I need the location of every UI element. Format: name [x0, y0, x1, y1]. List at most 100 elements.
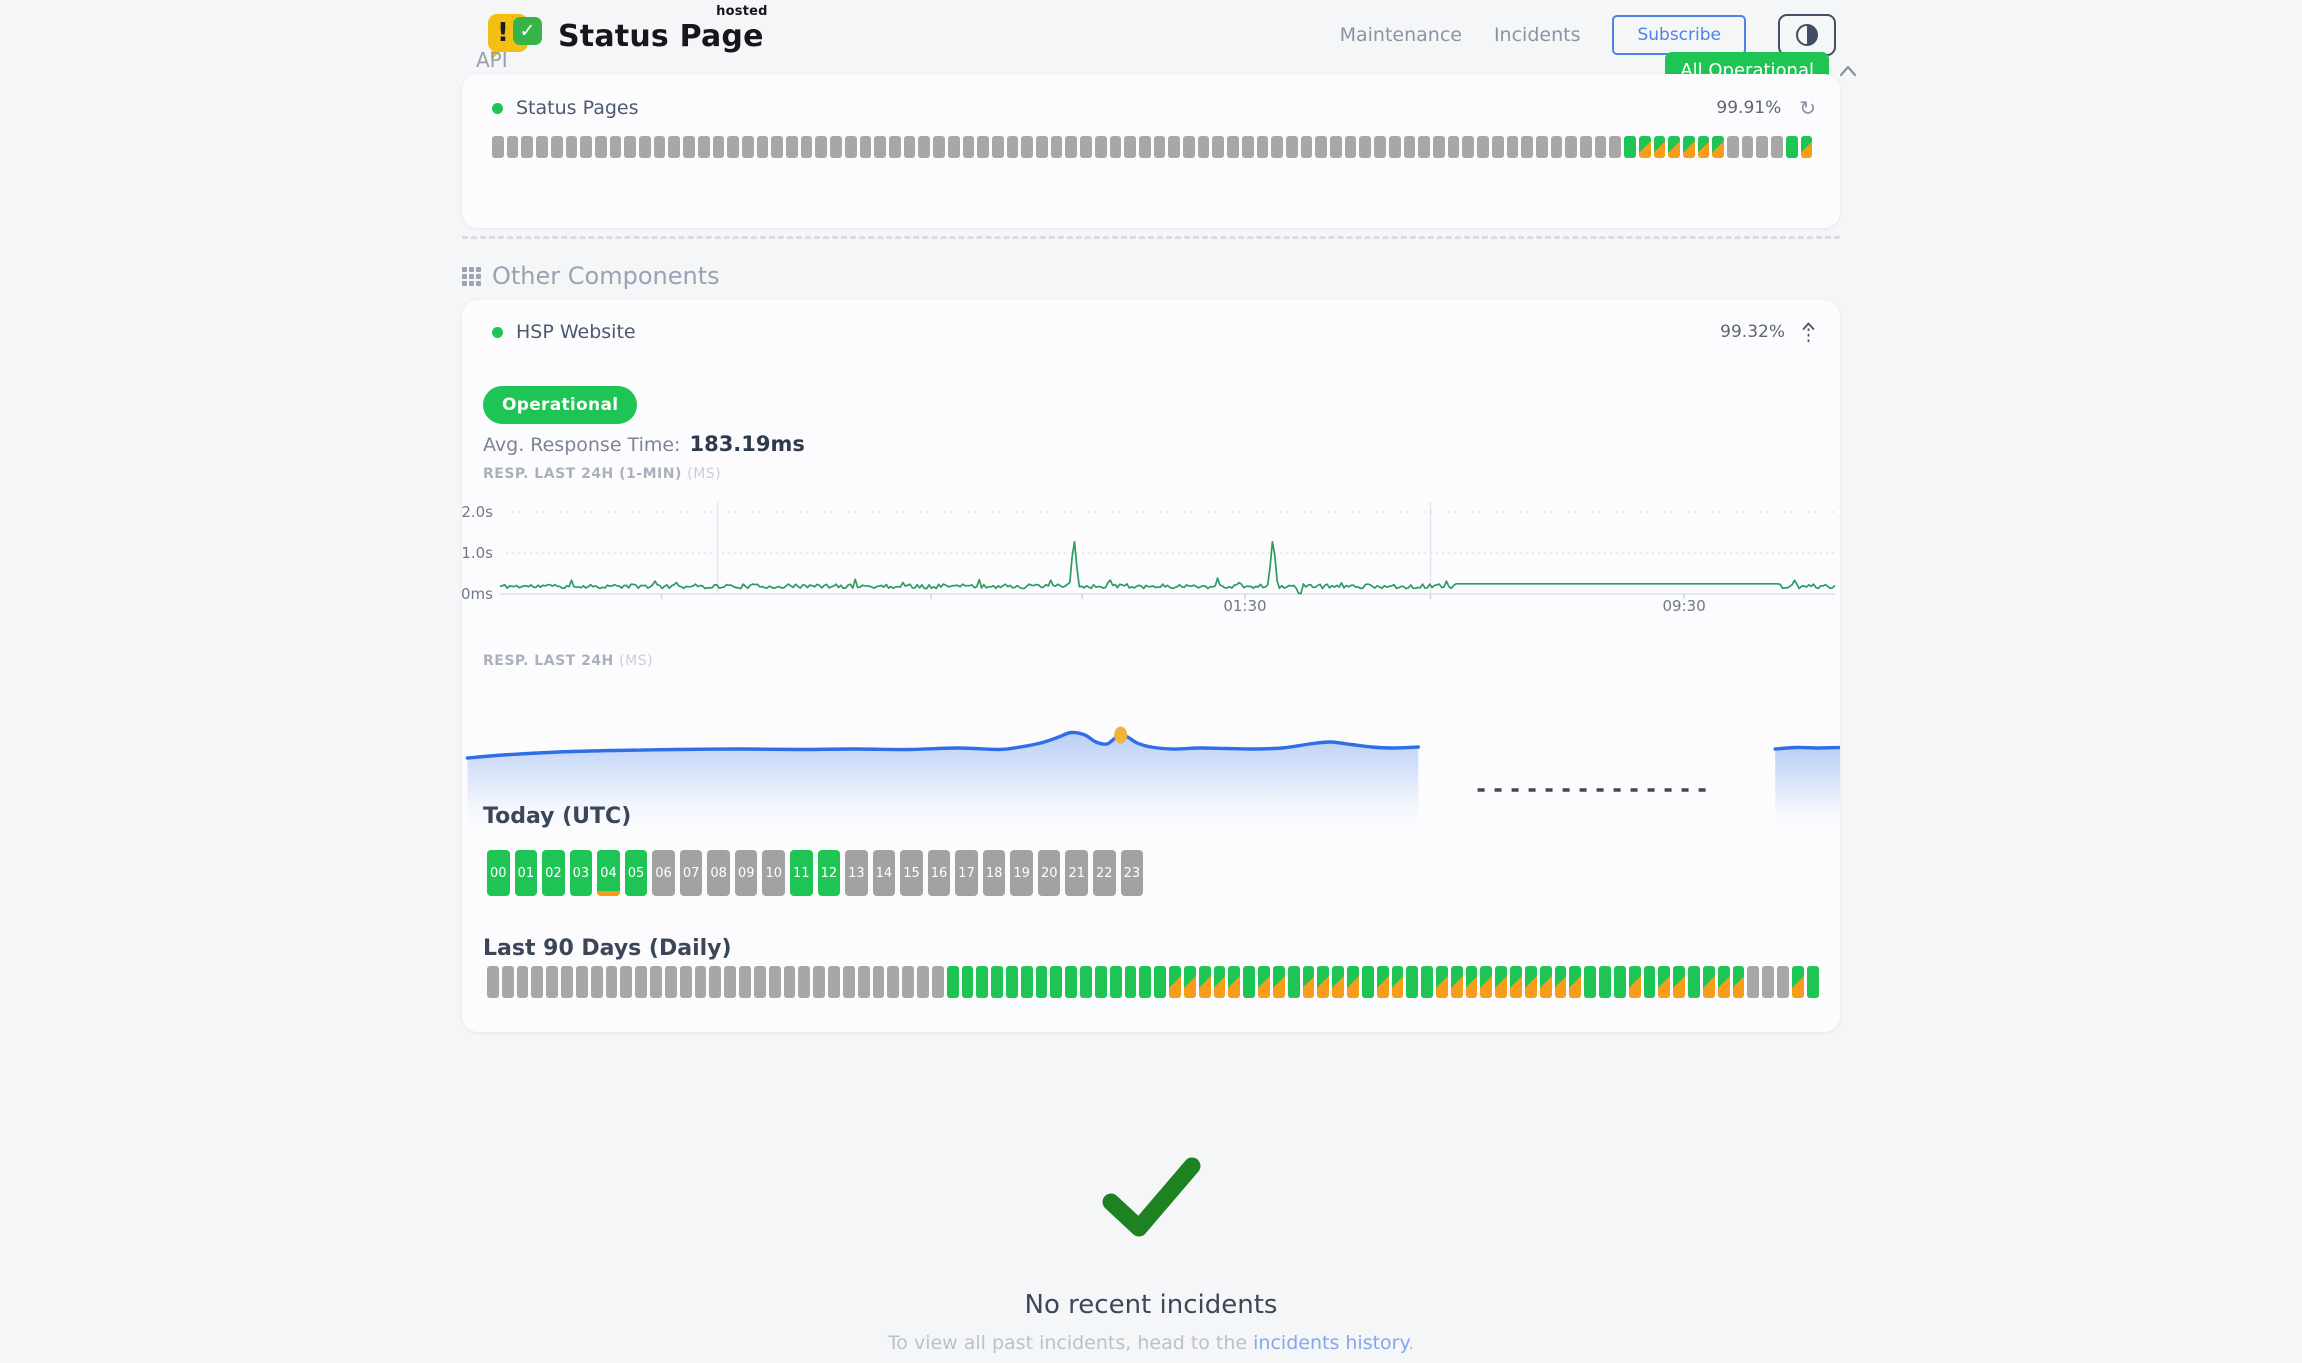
hour-block-20[interactable]: 20 [1037, 850, 1061, 896]
uptime-bar[interactable] [1359, 136, 1372, 158]
uptime-bar[interactable] [712, 136, 725, 158]
uptime-bar[interactable] [1756, 136, 1769, 158]
uptime-bar[interactable] [1535, 136, 1548, 158]
uptime-bar[interactable] [1374, 136, 1386, 158]
daily-uptime-bar[interactable] [1272, 966, 1285, 998]
uptime-bar[interactable] [1565, 136, 1578, 158]
uptime-bar[interactable] [1609, 136, 1622, 158]
response-line-chart[interactable]: 2.0s 1.0s 0ms 01:30 09:30 [461, 488, 1840, 615]
uptime-bar[interactable] [1624, 136, 1636, 158]
daily-uptime-bar[interactable] [1124, 966, 1137, 998]
daily-uptime-bar[interactable] [1139, 966, 1152, 998]
hour-block-10[interactable]: 10 [762, 850, 786, 896]
uptime-bar[interactable] [492, 136, 504, 158]
uptime-bar[interactable] [1697, 136, 1710, 158]
daily-uptime-bar[interactable] [1762, 966, 1775, 998]
uptime-bar[interactable] [1727, 136, 1739, 158]
daily-uptime-bar[interactable] [753, 966, 766, 998]
daily-uptime-bar[interactable] [1495, 966, 1508, 998]
refresh-icon[interactable]: ↻ [1799, 96, 1816, 120]
daily-uptime-bar[interactable] [917, 966, 929, 998]
uptime-bar[interactable] [1491, 136, 1504, 158]
daily-uptime-bar[interactable] [1673, 966, 1686, 998]
daily-uptime-bar[interactable] [1539, 966, 1552, 998]
daily-uptime-bar[interactable] [590, 966, 603, 998]
daily-uptime-bar[interactable] [1702, 966, 1715, 998]
daily-uptime-bar[interactable] [1791, 966, 1804, 998]
daily-uptime-bar[interactable] [961, 966, 974, 998]
hour-block-17[interactable]: 17 [955, 850, 978, 896]
daily-uptime-bar[interactable] [1228, 966, 1241, 998]
response-area-chart[interactable] [462, 685, 1840, 830]
hour-block-16[interactable]: 16 [927, 850, 951, 896]
uptime-bar[interactable] [639, 136, 651, 158]
uptime-bar[interactable] [1330, 136, 1342, 158]
incidents-history-link[interactable]: incidents history [1253, 1332, 1409, 1354]
uptime-bar[interactable] [1050, 136, 1063, 158]
hour-block-02[interactable]: 02 [542, 850, 565, 896]
uptime-bar[interactable] [683, 136, 695, 158]
uptime-bar[interactable] [918, 136, 931, 158]
daily-uptime-bar[interactable] [872, 966, 885, 998]
uptime-bar[interactable] [1403, 136, 1416, 158]
uptime-bar[interactable] [1521, 136, 1533, 158]
daily-uptime-bar[interactable] [1732, 966, 1745, 998]
subscribe-button[interactable]: Subscribe [1612, 15, 1746, 55]
uptime-bar[interactable] [1197, 136, 1210, 158]
daily-uptime-bar[interactable] [650, 966, 662, 998]
uptime-bar[interactable] [1668, 136, 1680, 158]
daily-uptime-bar[interactable] [1777, 966, 1789, 998]
uptime-bar[interactable] [1682, 136, 1695, 158]
uptime-bar[interactable] [830, 136, 842, 158]
daily-uptime-bar[interactable] [1747, 966, 1760, 998]
uptime-bar[interactable] [580, 136, 592, 158]
hour-block-21[interactable]: 21 [1065, 850, 1089, 896]
uptime-bar[interactable] [1638, 136, 1651, 158]
daily-uptime-bar[interactable] [768, 966, 781, 998]
daily-uptime-bar[interactable] [1080, 966, 1092, 998]
hour-block-14[interactable]: 14 [872, 850, 896, 896]
daily-uptime-bar[interactable] [1613, 966, 1626, 998]
daily-uptime-bar[interactable] [1628, 966, 1641, 998]
daily-uptime-bar[interactable] [946, 966, 959, 998]
uptime-bar[interactable] [521, 136, 534, 158]
hour-block-22[interactable]: 22 [1093, 850, 1116, 896]
uptime-bar[interactable] [1550, 136, 1563, 158]
uptime-bar[interactable] [1594, 136, 1607, 158]
uptime-bar[interactable] [815, 136, 828, 158]
daily-uptime-bar[interactable] [546, 966, 559, 998]
uptime-bar[interactable] [1712, 136, 1725, 158]
hour-block-05[interactable]: 05 [624, 850, 648, 896]
uptime-bar[interactable] [741, 136, 754, 158]
hour-block-07[interactable]: 07 [679, 850, 703, 896]
daily-uptime-bar[interactable] [1524, 966, 1537, 998]
uptime-bar[interactable] [977, 136, 989, 158]
daily-uptime-bar[interactable] [1376, 966, 1389, 998]
daily-uptime-bar[interactable] [724, 966, 737, 998]
daily-uptime-bar[interactable] [605, 966, 618, 998]
daily-uptime-bar[interactable] [1154, 966, 1167, 998]
hour-block-13[interactable]: 13 [845, 850, 868, 896]
uptime-bar[interactable] [668, 136, 681, 158]
uptime-bar[interactable] [1036, 136, 1048, 158]
daily-uptime-bar[interactable] [739, 966, 751, 998]
chevron-up-icon[interactable] [1838, 64, 1858, 77]
uptime-bar[interactable] [624, 136, 637, 158]
uptime-bar[interactable] [1580, 136, 1592, 158]
daily-uptime-bar[interactable] [1421, 966, 1433, 998]
daily-uptime-bar[interactable] [501, 966, 514, 998]
hour-block-11[interactable]: 11 [790, 850, 813, 896]
hour-block-18[interactable]: 18 [982, 850, 1006, 896]
daily-uptime-bar[interactable] [1287, 966, 1300, 998]
uptime-bar[interactable] [1800, 136, 1813, 158]
uptime-bar[interactable] [1477, 136, 1489, 158]
hour-block-00[interactable]: 00 [487, 850, 510, 896]
uptime-bar[interactable] [653, 136, 666, 158]
hour-block-06[interactable]: 06 [652, 850, 675, 896]
daily-uptime-bar[interactable] [1599, 966, 1611, 998]
daily-uptime-bar[interactable] [664, 966, 677, 998]
daily-uptime-bar[interactable] [1450, 966, 1463, 998]
uptime-bar[interactable] [1741, 136, 1754, 158]
uptime-bar[interactable] [903, 136, 916, 158]
daily-uptime-bar[interactable] [1005, 966, 1018, 998]
